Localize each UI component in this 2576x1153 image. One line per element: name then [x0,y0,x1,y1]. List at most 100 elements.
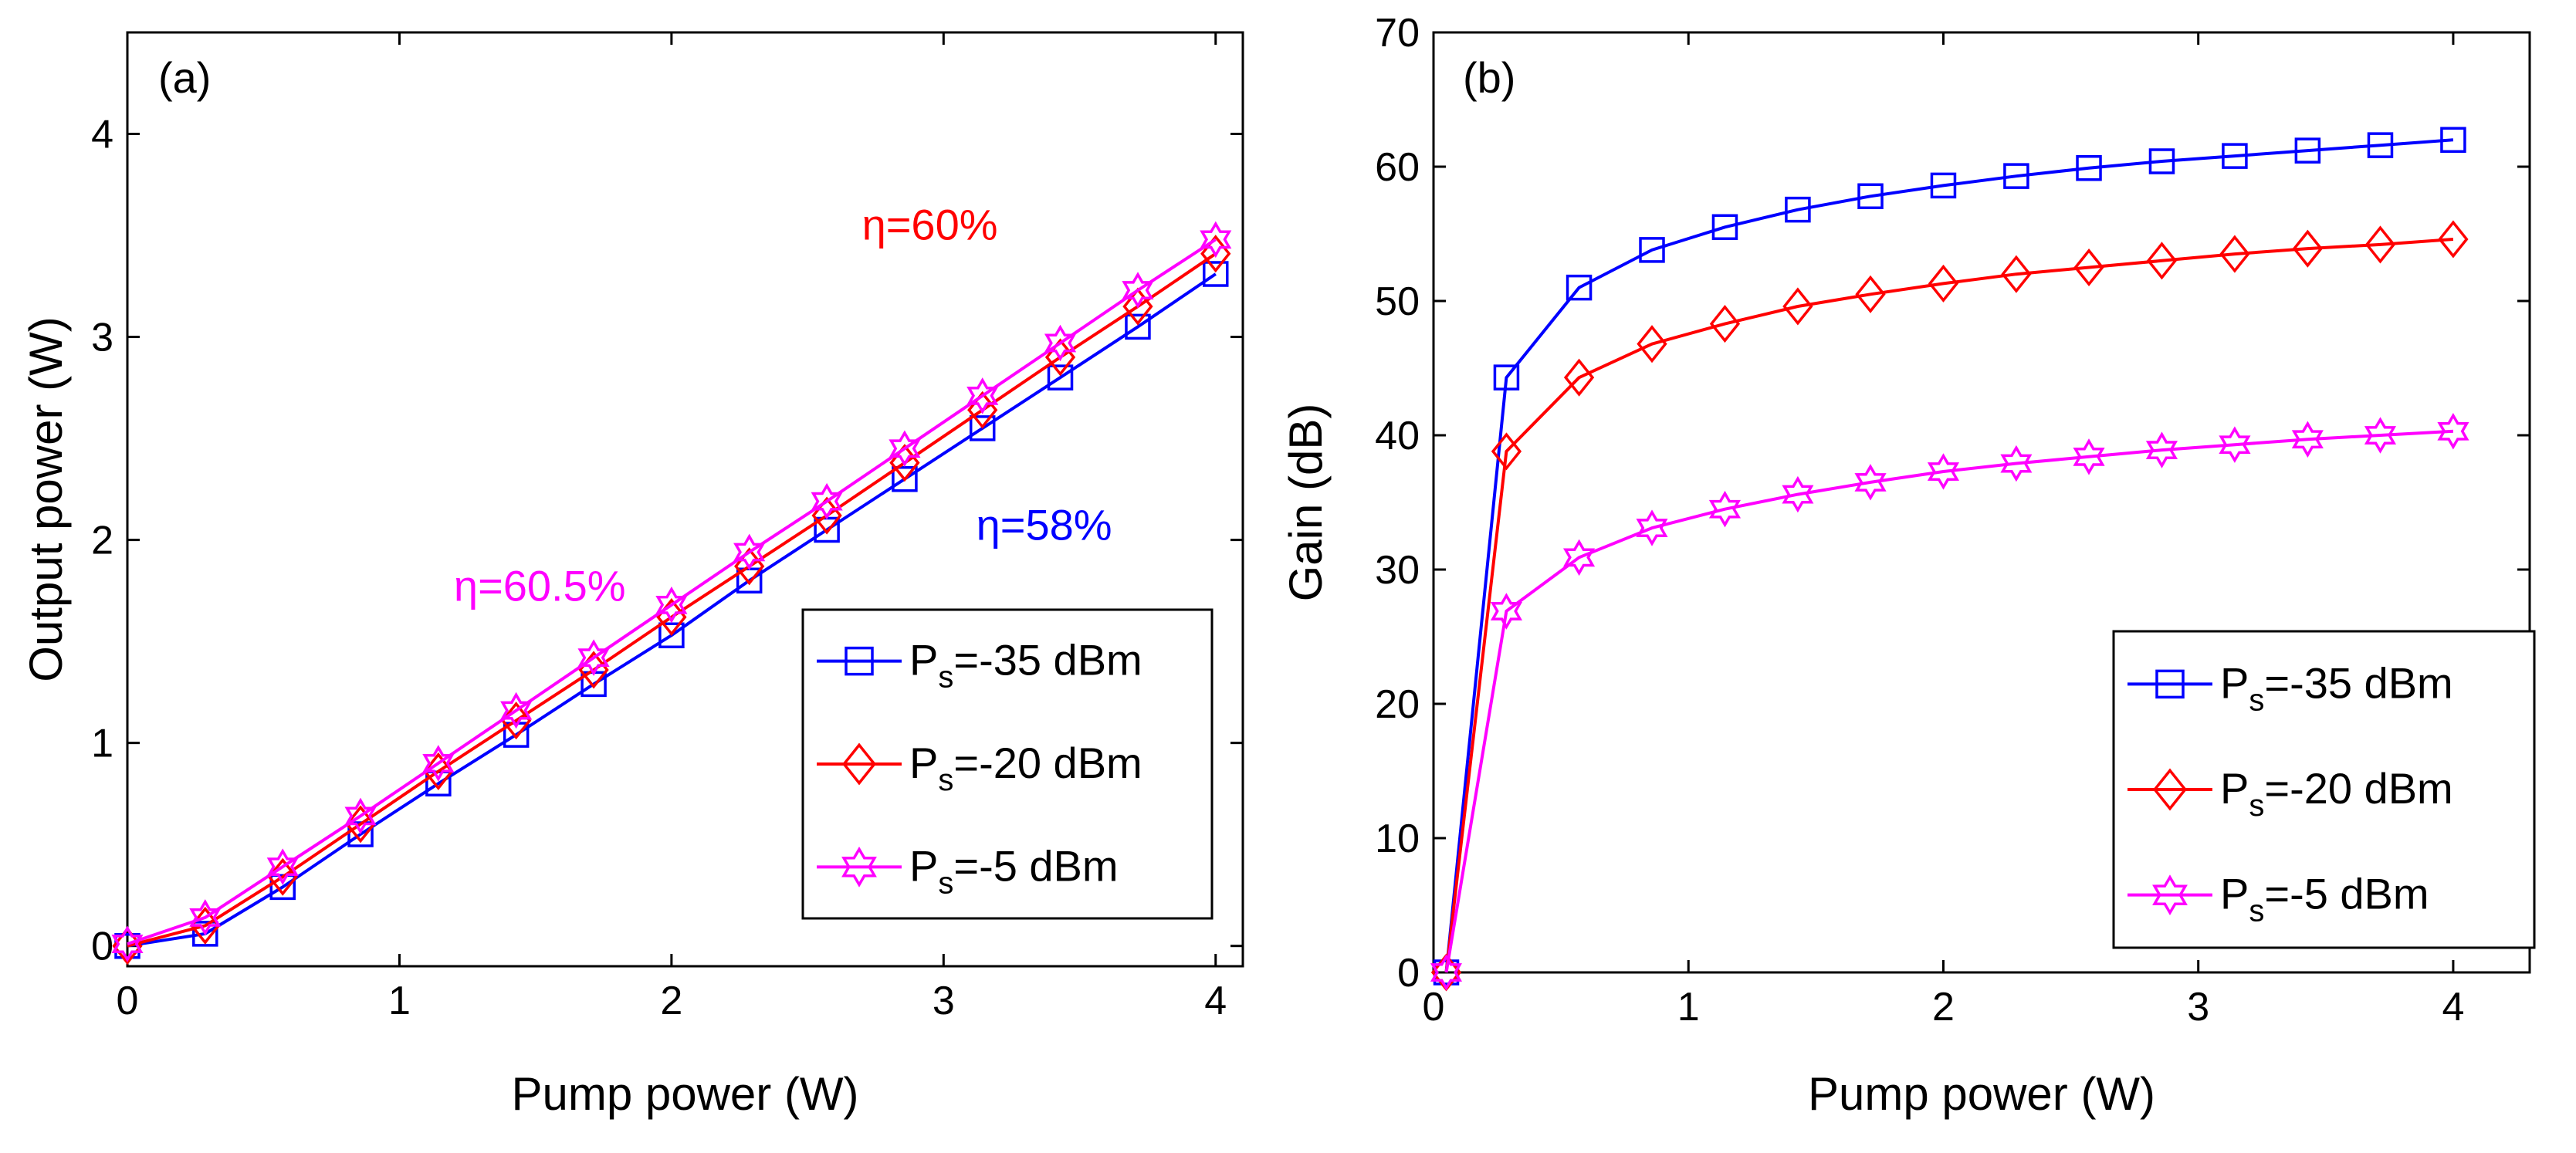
data-point-star [1122,272,1154,309]
data-point-star [111,925,144,962]
data-point-square [2440,127,2466,153]
data-point-star [733,533,766,571]
data-point-square [1639,237,1665,263]
data-point-square [1711,214,1738,241]
data-point-star [2145,431,2178,468]
series-line-0 [1444,138,2454,973]
data-point-star [2000,445,2033,482]
series-line-2 [127,238,1217,945]
axes-frame [126,31,1244,968]
panel-label: (a) [158,53,211,102]
data-point-square [2003,163,2029,189]
data-point-square [581,671,607,698]
panel-a: 0 1 2 3 4 0 1 2 3 4 Pump power (W) Output power (W)… [20,31,1244,1120]
data-point-star [2364,417,2397,454]
legend-marker-star [841,846,877,888]
legend-marker-star [2152,874,2188,916]
data-point-diamond [345,805,376,844]
legend-entry: Ps=-5 dBm [2220,870,2429,928]
y-tick-label: 20 [1375,682,1420,727]
data-point-star [1708,490,1742,528]
data-point-star [1562,539,1596,576]
legend-entry: Ps=-5 dBm [909,841,1119,900]
data-point-diamond [1782,287,1813,326]
data-point-square [2076,154,2102,181]
x-tick-label: 3 [2187,985,2209,1030]
y-tick-label: 40 [1375,414,1420,458]
x-tick-label: 4 [2442,985,2464,1030]
data-point-diamond [2364,225,2396,264]
legend-entry: Ps=-35 dBm [2220,658,2453,717]
legend-entry-rest: =-35 dBm [953,636,1142,685]
data-point-diamond [2438,220,2469,259]
y-tick-label: 70 [1375,11,1420,56]
series-line-1 [127,252,1217,948]
legend-entry-rest: =-5 dBm [953,841,1118,890]
x-axis-label: Pump power (W) [511,1068,858,1120]
data-point-square [2294,137,2321,164]
data-point-diamond [1122,287,1153,326]
legend-entry-main: P [2220,870,2249,918]
data-point-square [2367,132,2394,158]
legend-marker-square [845,646,874,676]
data-point-star [1200,221,1232,259]
legend-marker-diamond [842,742,876,786]
axes-frame [1432,31,2531,974]
y-axis-label: Gain (dB) [1280,404,1332,602]
data-point-square [2148,148,2175,174]
data-point-diamond [1491,432,1522,471]
data-point-star [2437,413,2469,450]
data-point-diamond [1855,275,1886,313]
data-point-square [969,415,996,441]
data-point-star [1044,324,1077,362]
data-point-square [1125,313,1151,340]
x-tick-label: 3 [933,979,955,1023]
legend-entry-subscript: s [938,661,953,695]
data-point-square [1566,274,1593,301]
data-point-square [736,567,763,593]
data-point-star [966,377,999,414]
data-point-diamond [2292,229,2324,268]
data-point-square [1857,183,1884,210]
data-point-star [2291,421,2324,458]
data-point-diamond [1563,358,1595,397]
legend-entry-subscript: s [2249,789,2264,823]
data-point-star [1430,954,1462,991]
legend-entry: Ps=-35 dBm [909,636,1142,695]
data-point-star [1636,509,1668,546]
y-axis-label: Output power (W) [20,316,72,681]
data-point-star [344,797,377,835]
data-point-star [500,691,533,729]
data-point-star [1854,464,1887,501]
data-point-square [1930,172,1957,199]
legend-entry-main: P [909,636,938,685]
data-point-star [266,848,299,885]
legend-entry-rest: =-35 dBm [2264,658,2452,707]
legend-entry-subscript: s [2249,894,2264,928]
legend-entry-subscript: s [938,866,953,900]
y-tick-label: 4 [91,113,113,157]
legend-entry: Ps=-20 dBm [2220,764,2453,823]
legend-entry-subscript: s [2249,683,2264,717]
data-point-star [189,899,222,936]
data-point-diamond [2001,255,2032,293]
legend-entry: Ps=-20 dBm [909,739,1142,797]
y-tick-label: 1 [91,722,113,766]
data-point-diamond [1637,325,1667,363]
data-point-star [422,745,455,782]
legend-entry-rest: =-5 dBm [2264,870,2429,918]
data-point-diamond [2219,235,2250,273]
x-tick-label: 1 [1677,985,1700,1030]
data-point-square [1493,364,1520,391]
y-tick-label: 10 [1375,817,1420,861]
data-point-star [811,482,843,520]
x-axis-label: Pump power (W) [1808,1068,2155,1120]
data-point-star [1927,453,1960,490]
x-tick-label: 2 [1932,985,1955,1030]
legend-entry-main: P [2220,764,2249,813]
data-point-square [658,622,685,648]
y-tick-label: 60 [1375,145,1420,190]
data-point-square [892,465,918,492]
